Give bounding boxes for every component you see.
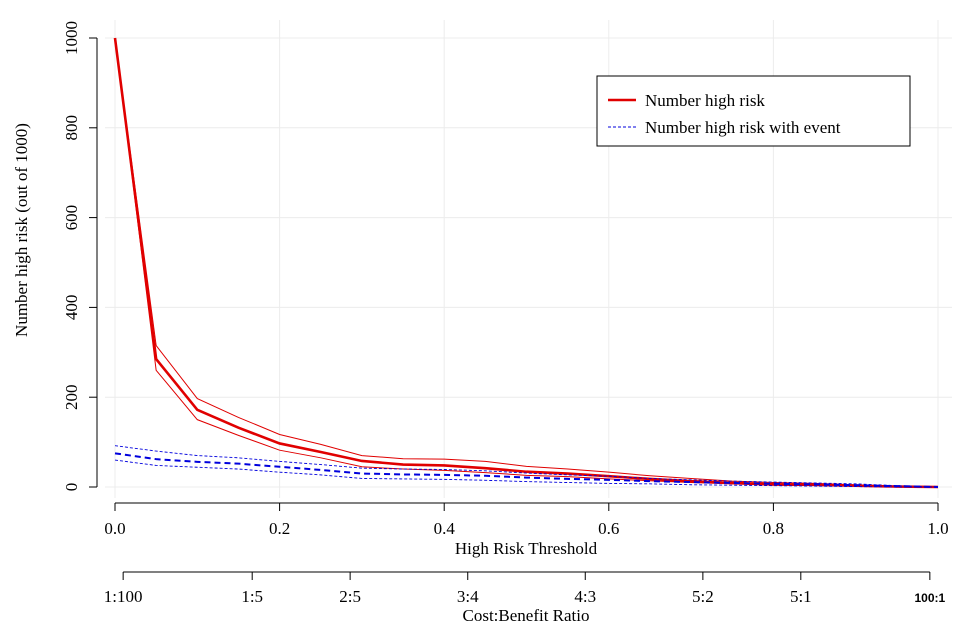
y-tick-label: 400 — [62, 295, 81, 321]
cost-benefit-tick-label: 100:1 — [915, 591, 946, 605]
legend-box — [596, 75, 911, 147]
axes: 0.0 0.2 0.4 0.6 0.8 1.0 0 200 400 600 800 1000 1:100… — [62, 21, 949, 606]
y-tick-label: 800 — [62, 115, 81, 141]
x-tick-label: 0.8 — [763, 519, 784, 538]
x-tick-label: 0.4 — [434, 519, 456, 538]
cost-benefit-tick-label: 2:5 — [339, 587, 361, 606]
series-lines — [113, 37, 939, 489]
y-tick-label: 600 — [62, 205, 81, 231]
x-tick-label: 0.6 — [598, 519, 619, 538]
cost-benefit-tick-label: 1:100 — [104, 587, 143, 606]
legend: Number high risk Number high risk with e… — [596, 75, 911, 147]
x-tick-label: 0.2 — [269, 519, 290, 538]
y-tick-label: 0 — [62, 483, 81, 492]
cost-benefit-tick-label: 5:1 — [790, 587, 812, 606]
x-axis-label: High Risk Threshold — [455, 539, 598, 558]
cost-benefit-tick-label: 1:5 — [241, 587, 263, 606]
x-tick-label: 1.0 — [927, 519, 948, 538]
series-number-high-risk-with-event-line — [114, 452, 939, 488]
y-axis-label: Number high risk (out of 1000) — [12, 123, 31, 337]
series-number-high-risk-with-event-lower-bound — [114, 459, 938, 488]
y-tick-label: 1000 — [62, 21, 81, 55]
cost-benefit-tick-label: 3:4 — [457, 587, 479, 606]
series-number-high-risk-with-event-upper-bound — [114, 445, 939, 488]
cost-benefit-tick-label: 5:2 — [692, 587, 714, 606]
y-tick-label: 200 — [62, 384, 81, 410]
grid — [105, 20, 952, 498]
series-number-high-risk-line — [113, 37, 939, 489]
legend-label-number-high-risk: Number high risk — [645, 91, 765, 110]
legend-label-number-high-risk-with-event: Number high risk with event — [645, 118, 841, 137]
cost-benefit-tick-label: 4:3 — [574, 587, 596, 606]
cost-benefit-axis-label: Cost:Benefit Ratio — [462, 606, 589, 625]
x-tick-label: 0.0 — [104, 519, 125, 538]
